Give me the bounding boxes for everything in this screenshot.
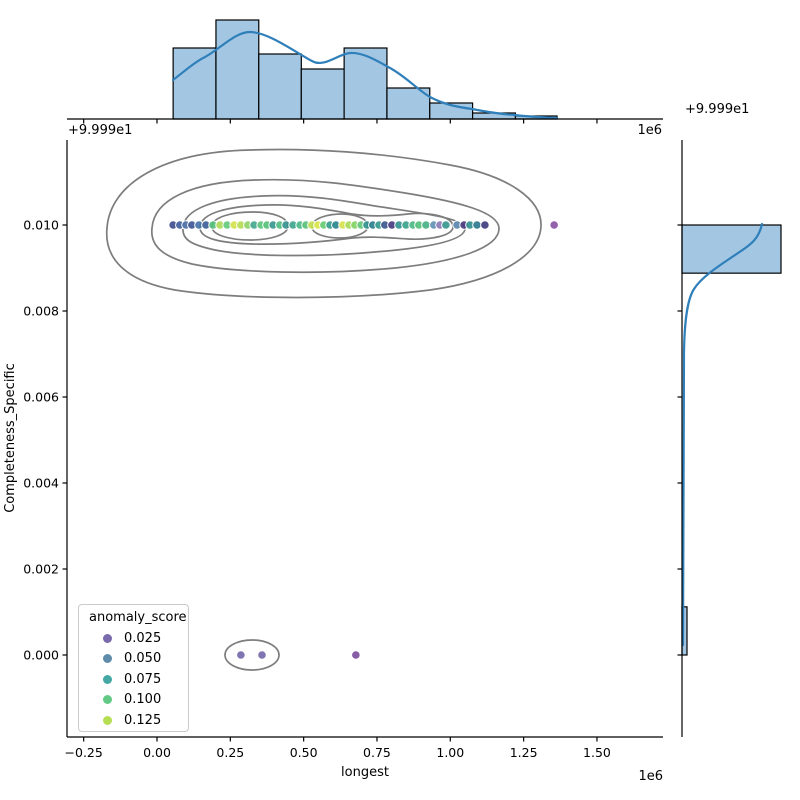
top-hist-bar [258, 53, 302, 120]
main-y-offset-label: +9.999e1 [68, 123, 132, 138]
legend: anomaly_score 0.025 0.050 0.075 0.100 0.125 [78, 604, 189, 732]
scatter-point [421, 220, 431, 230]
scatter-point [472, 220, 482, 230]
main-plot: −0.25 0.00 0.25 0.50 0.75 1.00 1.25 1.50 0.010 0.… [3, 140, 663, 784]
scatter-points [168, 220, 559, 660]
x-tick-label: 1.00 [436, 745, 464, 760]
y-tick-label: 0.004 [23, 476, 59, 491]
legend-item-label: 0.050 [124, 651, 162, 667]
x-tick-label: 1.25 [510, 745, 538, 760]
x-tick-label: 0.25 [216, 745, 244, 760]
x-tick-label: −0.25 [65, 745, 103, 760]
x-tick-label: 0.75 [363, 745, 391, 760]
contour-outlier-ellipse [224, 639, 280, 671]
legend-item-label: 0.100 [124, 692, 162, 708]
y-tick-label: 0.000 [23, 648, 59, 663]
legend-item-label: 0.075 [124, 671, 162, 687]
right-y-offset-label: +9.999e1 [685, 102, 749, 117]
legend-item: 0.025 [87, 628, 182, 649]
scatter-point [480, 220, 490, 230]
scatter-point [236, 650, 246, 660]
x-tick-label: 1.50 [583, 745, 611, 760]
legend-items: 0.025 0.050 0.075 0.100 0.125 [87, 628, 182, 731]
legend-swatch [103, 654, 112, 664]
top-histogram [172, 19, 558, 120]
legend-item-label: 0.025 [124, 630, 162, 646]
y-tick-label: 0.010 [23, 218, 59, 233]
legend-item: 0.100 [87, 690, 182, 711]
legend-item: 0.050 [87, 649, 182, 670]
top-x-scale-label: 1e6 [637, 123, 662, 138]
legend-swatch [103, 674, 112, 684]
y-tick-label: 0.008 [23, 304, 59, 319]
y-tick-label: 0.006 [23, 390, 59, 405]
right-hist-ticks [677, 224, 682, 656]
legend-title: anomaly_score [89, 610, 187, 625]
legend-swatch [103, 695, 112, 705]
legend-item: 0.125 [87, 710, 182, 731]
scatter-point [441, 220, 451, 230]
top-hist-ticks [83, 119, 598, 124]
top-hist-bar [343, 47, 388, 120]
legend-swatch [103, 633, 112, 643]
scatter-point [257, 650, 267, 660]
y-tick-label: 0.002 [23, 562, 59, 577]
legend-item: 0.075 [87, 669, 182, 690]
y-axis-label: Completeness_Specific [3, 363, 18, 513]
x-tick-label: 0.50 [290, 745, 318, 760]
contour-level-2 [151, 178, 500, 274]
x-axis-label: longest [341, 765, 389, 780]
right-hist-bar [681, 224, 782, 274]
top-kde-curve [171, 30, 559, 120]
right-kde-curve [681, 222, 764, 647]
main-axis-ticks: −0.25 0.00 0.25 0.50 0.75 1.00 1.25 1.50 0.010 0.… [23, 218, 611, 761]
x-tick-label: 0.00 [143, 745, 171, 760]
right-histogram [681, 224, 782, 656]
scatter-point [351, 650, 361, 660]
contour-level-1 [105, 148, 542, 299]
legend-swatch [103, 715, 112, 725]
top-hist-bar [300, 68, 345, 120]
main-x-scale-label: 1e6 [638, 769, 663, 784]
legend-item-label: 0.125 [124, 712, 162, 728]
top-hist-bar [172, 47, 217, 120]
scatter-point [549, 220, 559, 230]
